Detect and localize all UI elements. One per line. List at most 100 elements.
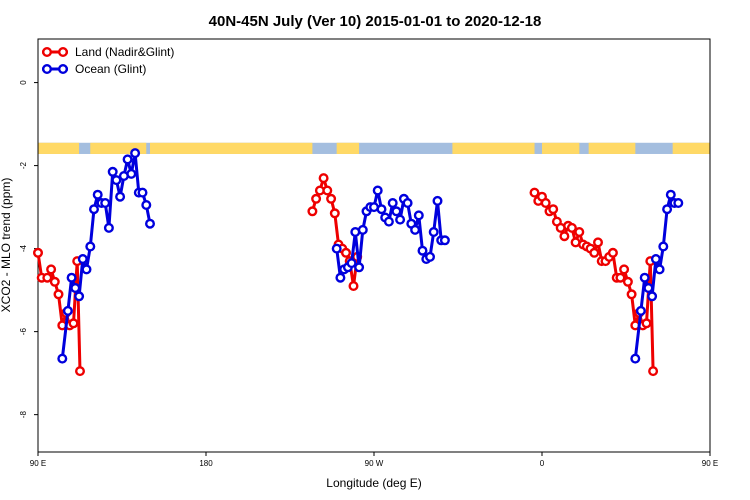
- data-point: [354, 262, 365, 273]
- data-point: [322, 185, 333, 196]
- series-ocean: [57, 148, 684, 364]
- data-point: [329, 208, 340, 219]
- data-point: [425, 251, 436, 262]
- data-point: [66, 272, 77, 283]
- band-land: [672, 142, 710, 154]
- data-point: [540, 197, 551, 208]
- data-point: [566, 222, 577, 233]
- legend-entry-ocean: Ocean (Glint): [42, 62, 146, 76]
- y-axis: 0 -2 -4 -6 -8: [19, 80, 38, 418]
- x-tick-label: 180: [199, 459, 213, 468]
- data-point: [331, 243, 342, 254]
- data-point: [115, 191, 126, 202]
- data-point: [559, 231, 570, 242]
- data-point: [144, 218, 155, 229]
- legend-label-land: Land (Nadir&Glint): [75, 45, 174, 59]
- data-point: [432, 195, 443, 206]
- data-point: [647, 291, 658, 302]
- data-point: [70, 283, 81, 294]
- y-tick-label: 0: [19, 80, 28, 85]
- data-point: [387, 197, 398, 208]
- y-tick-label: -8: [19, 411, 28, 419]
- band-land: [90, 142, 147, 154]
- data-point: [122, 154, 133, 165]
- data-point: [92, 189, 103, 200]
- band-land: [38, 142, 80, 154]
- data-point: [137, 187, 148, 198]
- data-point: [74, 366, 85, 377]
- data-point: [626, 289, 637, 300]
- data-point: [318, 173, 329, 184]
- y-tick-label: -4: [19, 245, 28, 253]
- data-point: [346, 258, 357, 269]
- legend-entry-land: Land (Nadir&Glint): [42, 45, 174, 59]
- y-tick-label: -6: [19, 328, 28, 336]
- data-point: [372, 185, 383, 196]
- data-point: [42, 272, 53, 283]
- data-point: [439, 235, 450, 246]
- data-point: [376, 204, 387, 215]
- data-point: [665, 189, 676, 200]
- data-point: [619, 264, 630, 275]
- data-point: [107, 166, 118, 177]
- data-point: [383, 216, 394, 227]
- data-point: [650, 253, 661, 264]
- series-layer: [33, 148, 684, 377]
- legend: Land (Nadir&Glint) Ocean (Glint): [42, 45, 174, 76]
- data-point: [635, 305, 646, 316]
- data-point: [348, 281, 359, 292]
- legend-marker-land: [42, 47, 53, 58]
- data-point: [615, 272, 626, 283]
- data-point: [574, 226, 585, 237]
- data-point: [630, 353, 641, 364]
- data-point: [654, 264, 665, 275]
- band-land: [452, 142, 535, 154]
- data-point: [46, 264, 57, 275]
- series-land: [33, 173, 659, 377]
- data-point: [57, 353, 68, 364]
- band-land: [336, 142, 360, 154]
- data-point: [81, 264, 92, 275]
- data-point: [643, 283, 654, 294]
- legend-marker-ocean: [42, 63, 53, 74]
- x-tick-label: 90 E: [702, 459, 718, 468]
- data-point: [402, 197, 413, 208]
- legend-marker-land: [58, 47, 69, 58]
- data-point: [335, 272, 346, 283]
- x-axis: 90 E 180 90 W 0 90 E: [30, 452, 718, 468]
- chart-title: 40N-45N July (Ver 10) 2015-01-01 to 2020…: [209, 13, 542, 30]
- data-point: [639, 272, 650, 283]
- data-point: [529, 187, 540, 198]
- data-point: [326, 193, 337, 204]
- x-axis-label: Longitude (deg E): [326, 476, 421, 490]
- data-point: [68, 318, 79, 329]
- data-point: [311, 193, 322, 204]
- legend-marker-ocean: [58, 63, 69, 74]
- data-point: [49, 276, 60, 287]
- data-point: [410, 224, 421, 235]
- band-land: [150, 142, 313, 154]
- data-point: [88, 204, 99, 215]
- data-point: [62, 305, 73, 316]
- data-point: [391, 206, 402, 217]
- data-point: [357, 224, 368, 235]
- data-point: [111, 175, 122, 186]
- data-point: [593, 237, 604, 248]
- x-tick-label: 90 E: [30, 459, 46, 468]
- data-point: [658, 241, 669, 252]
- data-point: [662, 204, 673, 215]
- x-tick-label: 90 W: [365, 459, 384, 468]
- y-axis-label: XCO2 - MLO trend (ppm): [0, 178, 13, 313]
- data-point: [413, 210, 424, 221]
- band-ocean: [38, 142, 710, 154]
- data-point: [130, 148, 141, 159]
- data-point: [417, 245, 428, 256]
- data-point: [641, 318, 652, 329]
- data-point: [607, 247, 618, 258]
- data-point: [428, 226, 439, 237]
- data-point: [77, 253, 88, 264]
- data-point: [103, 222, 114, 233]
- data-point: [85, 241, 96, 252]
- data-point: [307, 206, 318, 217]
